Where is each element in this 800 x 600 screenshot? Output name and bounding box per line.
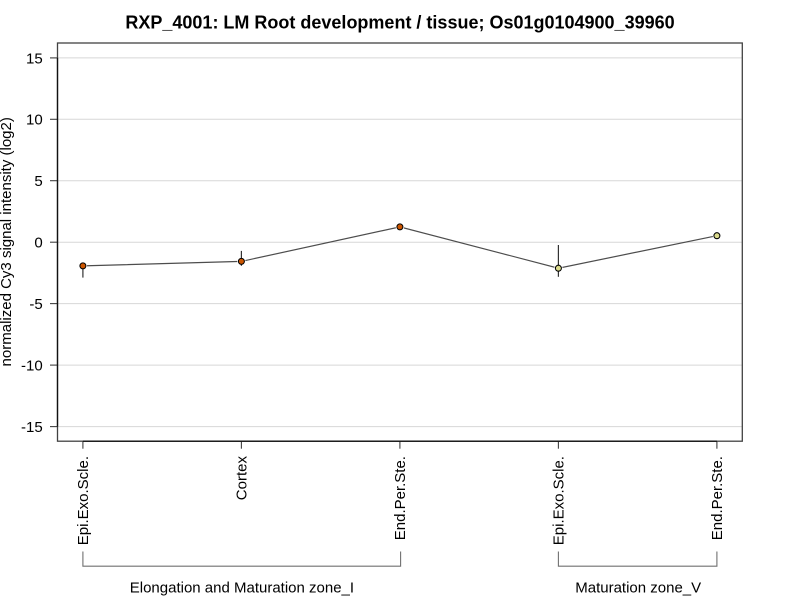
svg-text:End.Per.Ste.: End.Per.Ste. <box>709 456 726 540</box>
svg-text:-5: -5 <box>29 296 42 313</box>
svg-text:Maturation zone_V: Maturation zone_V <box>575 580 701 597</box>
svg-text:Epi.Exo.Scle.: Epi.Exo.Scle. <box>551 456 568 545</box>
svg-text:-15: -15 <box>21 419 43 436</box>
svg-text:Cortex: Cortex <box>234 456 251 501</box>
svg-text:End.Per.Ste.: End.Per.Ste. <box>392 456 409 540</box>
svg-text:normalized Cy3 signal intensit: normalized Cy3 signal intensity (log2) <box>0 117 15 366</box>
svg-text:0: 0 <box>34 235 42 252</box>
svg-text:Elongation and Maturation zone: Elongation and Maturation zone_I <box>130 580 354 597</box>
svg-text:Epi.Exo.Scle.: Epi.Exo.Scle. <box>75 456 92 545</box>
svg-text:RXP_4001: LM Root development: RXP_4001: LM Root development / tissue; … <box>125 13 674 33</box>
svg-text:10: 10 <box>26 112 43 129</box>
svg-text:15: 15 <box>26 50 43 67</box>
svg-text:5: 5 <box>34 173 42 190</box>
svg-text:-10: -10 <box>21 357 43 374</box>
